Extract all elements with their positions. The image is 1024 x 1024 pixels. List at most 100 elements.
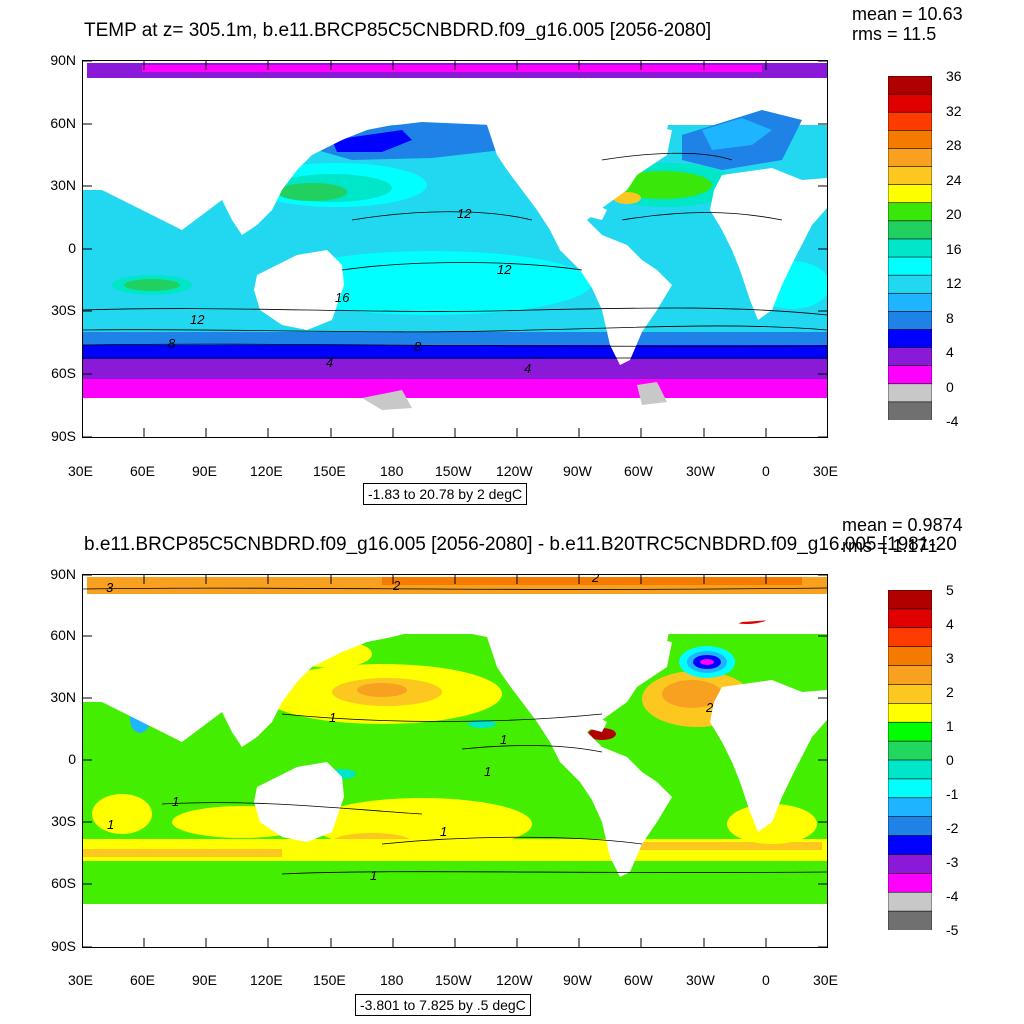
panel1-mean: mean = 10.63 <box>852 4 963 24</box>
panel2-lon-labels: 30E 60E 90E 120E 150E 180 150W 120W 90W … <box>0 972 1024 992</box>
lon-label: 150E <box>313 972 346 988</box>
colorbar-label: 8 <box>946 310 954 326</box>
lat-label: 30N <box>50 689 76 705</box>
colorbar-box <box>888 76 932 95</box>
colorbar-label: 0 <box>946 752 954 768</box>
colorbar-box <box>888 703 932 723</box>
colorbar-box <box>888 608 932 629</box>
colorbar-box <box>888 627 932 648</box>
lon-label: 90E <box>192 463 217 479</box>
contour-label: 1 <box>484 764 491 779</box>
colorbar-label: 36 <box>946 68 962 84</box>
colorbar-label: 3 <box>946 650 954 666</box>
panel2-colorbar <box>888 590 932 930</box>
contour-label: 3 <box>106 580 114 595</box>
colorbar-box <box>888 891 932 912</box>
colorbar-label: 4 <box>946 344 954 360</box>
lon-label: 30E <box>813 463 838 479</box>
contour-label: 1 <box>107 817 114 832</box>
ocean-band-south-mid <box>82 330 828 345</box>
lon-label: 30W <box>686 972 715 988</box>
panel1-colorbar <box>888 76 932 420</box>
colorbar-box <box>888 329 932 349</box>
contour-label: 4 <box>524 361 531 376</box>
contour-label: 1 <box>500 732 507 747</box>
colorbar-box <box>888 665 932 686</box>
colorbar-label: 0 <box>946 379 954 395</box>
lat-label: 0 <box>68 751 76 767</box>
contour-label: 12 <box>190 312 205 327</box>
lat-label: 90N <box>50 566 76 582</box>
lon-label: 150W <box>435 972 472 988</box>
colorbar-box <box>888 292 932 312</box>
colorbar-box <box>888 684 932 704</box>
contour-label: 12 <box>457 206 472 221</box>
colorbar-box <box>888 873 932 893</box>
contour-label: 1 <box>329 710 336 725</box>
lon-label: 0 <box>762 972 770 988</box>
lon-label: 120W <box>496 463 533 479</box>
africa-land <box>710 680 827 832</box>
lon-label: 90W <box>563 972 592 988</box>
colorbar-box <box>888 590 932 610</box>
lon-label: 120W <box>496 972 533 988</box>
panel2-range-box: -3.801 to 7.825 by .5 degC <box>355 994 531 1016</box>
colorbar-label: 12 <box>946 275 962 291</box>
antarctica-land <box>82 904 827 948</box>
colorbar-box <box>888 202 932 222</box>
colorbar-label: 24 <box>946 172 962 188</box>
lon-label: 120E <box>250 463 283 479</box>
colorbar-label: -4 <box>946 888 959 904</box>
lon-label: 180 <box>380 972 404 988</box>
colorbar-box <box>888 311 932 331</box>
colorbar-box <box>888 130 932 150</box>
lat-label: 30S <box>51 302 76 318</box>
asia-land <box>82 594 827 747</box>
spac-warm <box>272 251 592 315</box>
contour-label: 8 <box>414 339 422 354</box>
contour-label: 1 <box>172 794 179 809</box>
colorbar-box <box>888 778 932 799</box>
panel2-ticks <box>82 574 828 948</box>
africa-land <box>710 168 827 320</box>
colorbar-box <box>888 759 932 780</box>
colorbar-label: -3 <box>946 854 959 870</box>
australia-land <box>254 762 344 842</box>
colorbar-label: 4 <box>946 616 954 632</box>
asia-land <box>82 78 827 235</box>
colorbar-box <box>888 93 932 113</box>
lon-label: 120E <box>250 972 283 988</box>
colorbar-box <box>888 854 932 874</box>
lat-label: 60S <box>51 365 76 381</box>
colorbar-label: 16 <box>946 241 962 257</box>
lon-label: 150E <box>313 463 346 479</box>
lat-label: 90N <box>50 52 76 68</box>
lon-label: 60W <box>624 463 653 479</box>
colorbar-box <box>888 797 932 818</box>
lon-label: 60E <box>130 463 155 479</box>
panel2-colorbar-labels: 5 4 3 2 1 0 -1 -2 -3 -4 -5 <box>946 582 986 942</box>
lon-label: 90W <box>563 463 592 479</box>
panel1-lon-labels: 30E 60E 90E 120E 150E 180 150W 120W 90W … <box>0 463 1024 483</box>
colorbar-box <box>888 238 932 258</box>
colorbar-label: 32 <box>946 103 962 119</box>
panel1-colorbar-labels: 36 32 28 24 20 16 12 8 4 0 -4 <box>946 68 986 429</box>
americas-land <box>497 125 672 365</box>
colorbar-box <box>888 646 932 667</box>
colorbar-box <box>888 835 932 856</box>
colorbar-label: -5 <box>946 922 959 938</box>
colorbar-label: -2 <box>946 820 959 836</box>
contour-label: 8 <box>168 336 176 351</box>
contour-label: 12 <box>497 262 512 277</box>
colorbar-label: 28 <box>946 137 962 153</box>
lon-label: 150W <box>435 463 472 479</box>
lat-label: 90S <box>51 938 76 954</box>
panel2-rms: rms = 1.171 <box>842 536 938 556</box>
lat-label: 60N <box>50 115 76 131</box>
panel2-map: 3 2 2 1 1 1 1 1 1 1 2 <box>82 574 828 948</box>
colorbar-box <box>888 274 932 294</box>
lon-label: 30E <box>68 463 93 479</box>
contour-label: 2 <box>705 700 714 715</box>
colorbar-box <box>888 910 932 930</box>
panel2-mean: mean = 0.9874 <box>842 515 963 535</box>
